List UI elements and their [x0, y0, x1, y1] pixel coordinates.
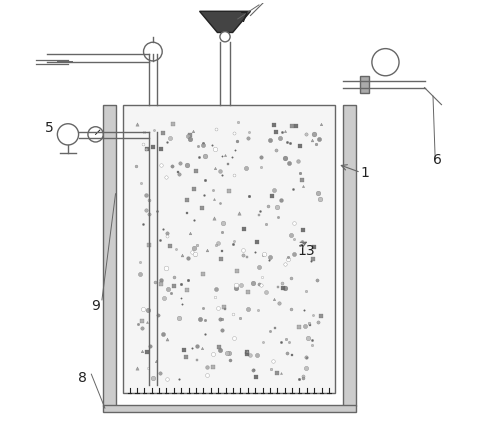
- Bar: [123, 104, 335, 393]
- Circle shape: [58, 124, 78, 145]
- Text: 9: 9: [91, 299, 100, 313]
- Text: 7: 7: [240, 11, 248, 25]
- Bar: [103, 405, 356, 412]
- Text: 1: 1: [361, 166, 369, 180]
- Text: 8: 8: [78, 372, 87, 385]
- Polygon shape: [199, 11, 251, 33]
- Circle shape: [220, 32, 230, 42]
- Bar: [103, 104, 116, 406]
- Circle shape: [372, 49, 399, 76]
- Circle shape: [144, 42, 162, 61]
- Text: 5: 5: [45, 121, 53, 135]
- Text: 13: 13: [297, 244, 315, 258]
- Bar: [360, 76, 369, 93]
- Circle shape: [88, 127, 103, 142]
- Text: 6: 6: [433, 153, 442, 167]
- Bar: [343, 104, 356, 406]
